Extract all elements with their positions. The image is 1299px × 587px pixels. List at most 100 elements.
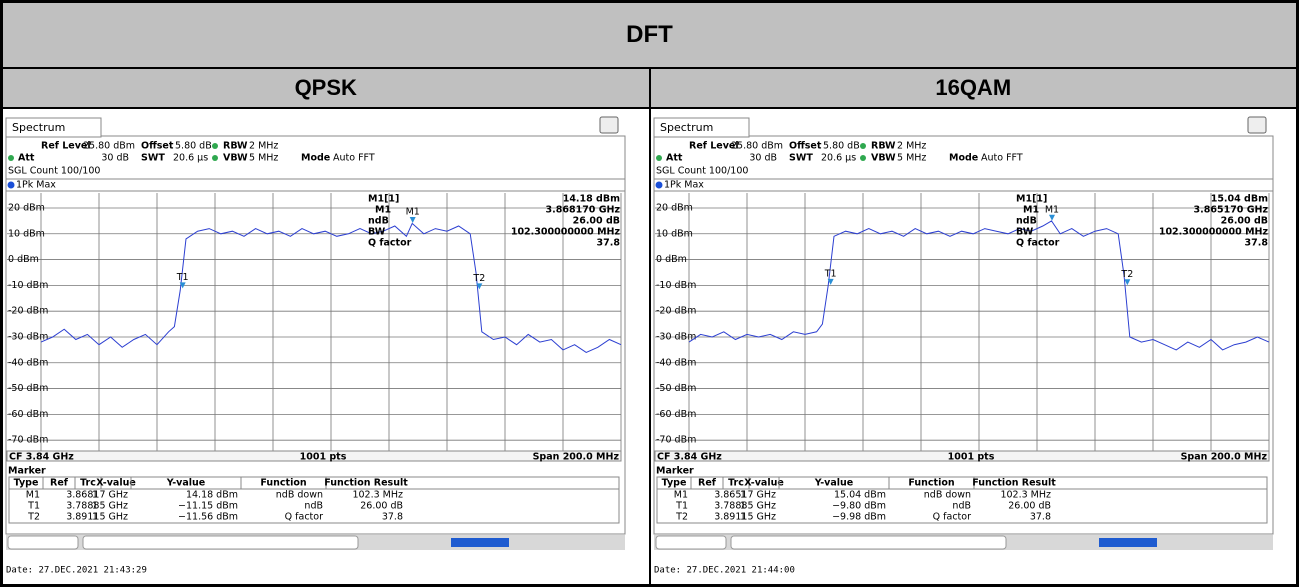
screen-frame xyxy=(653,135,1273,535)
marker-info-label: BW xyxy=(1016,227,1034,238)
footer: Span 200.0 MHz xyxy=(1180,452,1267,463)
footer-bar xyxy=(6,450,622,462)
marker-table-cell: ndB down xyxy=(923,490,970,501)
setting-value: 30 dB xyxy=(101,153,129,164)
setting-value: 5.80 dB xyxy=(823,141,860,152)
marker-table-header: Function Result xyxy=(324,478,408,489)
trace xyxy=(40,222,622,353)
footer: CF 3.84 GHz xyxy=(657,452,722,463)
marker-table-header: X-value xyxy=(96,478,136,489)
y-tick-label: -30 dBm xyxy=(8,331,48,342)
marker-table-header: Trc xyxy=(728,478,744,489)
marker-table-header: Trc xyxy=(80,478,96,489)
marker-table-cell: M1 xyxy=(26,490,40,501)
marker-table-cell: 26.00 dB xyxy=(360,501,403,512)
status-dot xyxy=(859,155,866,161)
y-tick-label: 20 dBm xyxy=(8,202,45,213)
marker-info-label: Q factor xyxy=(1016,238,1060,249)
marker-table-cell: T1 xyxy=(675,501,688,512)
trace-dot xyxy=(7,181,15,189)
marker-table-cell: 102.3 MHz xyxy=(1000,490,1051,501)
y-tick-label: 20 dBm xyxy=(656,202,693,213)
y-tick-label: -30 dBm xyxy=(656,331,696,342)
marker-table-header: Y-value xyxy=(166,478,206,489)
y-tick-label: -10 dBm xyxy=(8,280,48,291)
marker-table-cell: T1 xyxy=(27,501,40,512)
setting-label: Ref Level xyxy=(41,141,91,152)
setting-label: Offset xyxy=(141,141,174,152)
setting-label: Mode xyxy=(949,153,978,164)
trace xyxy=(688,220,1269,351)
setting-label: RBW xyxy=(223,141,248,152)
marker-table-cell: 1 xyxy=(92,512,98,523)
marker-info-label: ndB xyxy=(1016,216,1037,227)
y-tick-label: -60 dBm xyxy=(8,409,48,420)
y-tick-label: 0 dBm xyxy=(8,254,39,265)
marker-table-header: Type xyxy=(14,478,39,489)
cell: Spectrum Ref Level 25.80 dBm Offset 5.80 dB R… xyxy=(0,107,651,587)
marker-info-value: 14.18 dBm xyxy=(563,194,620,205)
footer-bar xyxy=(654,450,1269,462)
marker-label: M1 xyxy=(406,206,420,217)
icon xyxy=(599,116,619,134)
date: Date: 27.DEC.2021 21:43:29 xyxy=(6,566,147,576)
marker-table-cell: −9.80 dBm xyxy=(832,501,886,512)
setting-label: Mode xyxy=(301,153,330,164)
setting-value: 2 MHz xyxy=(249,141,278,152)
marker-info-label: M1[1] xyxy=(368,194,399,205)
marker-info-value: 3.868170 GHz xyxy=(546,205,621,216)
trace-label: 1Pk Max xyxy=(664,180,704,191)
setting-value: 25.80 dBm xyxy=(731,141,783,152)
marker-table xyxy=(656,476,1267,524)
column-header: 16QAM xyxy=(648,67,1299,109)
marker-info-label: M1 xyxy=(1023,205,1039,216)
status-dot xyxy=(212,143,218,149)
marker-info-value: 26.00 dB xyxy=(573,216,620,227)
marker-table-cell: −11.56 dBm xyxy=(178,512,238,523)
marker-info-value: 37.8 xyxy=(597,238,621,249)
setting-label: RBW xyxy=(871,141,896,152)
setting-value: Auto FFT xyxy=(981,153,1023,164)
marker-table-cell: 3.89115 GHz xyxy=(714,512,776,523)
y-tick-label: -50 dBm xyxy=(8,383,48,394)
marker-table-cell: 1 xyxy=(739,490,745,501)
footer: CF 3.84 GHz xyxy=(9,452,74,463)
setting-label: Ref Level xyxy=(689,141,739,152)
marker-table-cell: ndB xyxy=(952,501,971,512)
marker-info-label: ndB xyxy=(368,216,389,227)
progress xyxy=(1098,538,1157,547)
marker-table xyxy=(8,476,620,524)
screen-frame xyxy=(5,135,626,535)
setting-label: SWT xyxy=(789,153,813,164)
setting-value: 20.6 µs xyxy=(173,153,208,164)
marker-info-label: M1 xyxy=(375,205,391,216)
setting-value: 5.80 dB xyxy=(175,141,212,152)
setting-value: 30 dB xyxy=(749,153,777,164)
status-dot xyxy=(655,155,662,161)
setting-value: 2 MHz xyxy=(897,141,926,152)
marker-table-cell: Q factor xyxy=(932,512,970,523)
marker xyxy=(1123,279,1130,286)
y-tick-label: -70 dBm xyxy=(656,435,696,446)
marker-table-title: Marker xyxy=(656,466,694,477)
marker-table-cell: 3.89115 GHz xyxy=(66,512,128,523)
marker-table-cell: −11.15 dBm xyxy=(178,501,238,512)
marker-table-cell: 26.00 dB xyxy=(1008,501,1051,512)
table-title: DFT xyxy=(0,0,1299,69)
y-tick-label: 10 dBm xyxy=(656,228,693,239)
marker-info-value: 3.865170 GHz xyxy=(1193,205,1268,216)
marker-info-value: 102.300000000 MHz xyxy=(1158,227,1268,238)
marker-table-cell: 1 xyxy=(92,501,98,512)
y-tick-label: 10 dBm xyxy=(8,228,45,239)
marker-info-value: 102.300000000 MHz xyxy=(511,227,621,238)
setting-label: Att xyxy=(666,153,683,164)
marker-table-header: X-value xyxy=(744,478,784,489)
marker-table-cell: 3.78885 GHz xyxy=(66,501,128,512)
marker-table-cell: Q factor xyxy=(285,512,323,523)
y-tick-label: -50 dBm xyxy=(656,383,696,394)
marker-table-cell: 15.04 dBm xyxy=(833,490,885,501)
marker-table-cell: 1 xyxy=(739,501,745,512)
setting-value: 20.6 µs xyxy=(821,153,856,164)
